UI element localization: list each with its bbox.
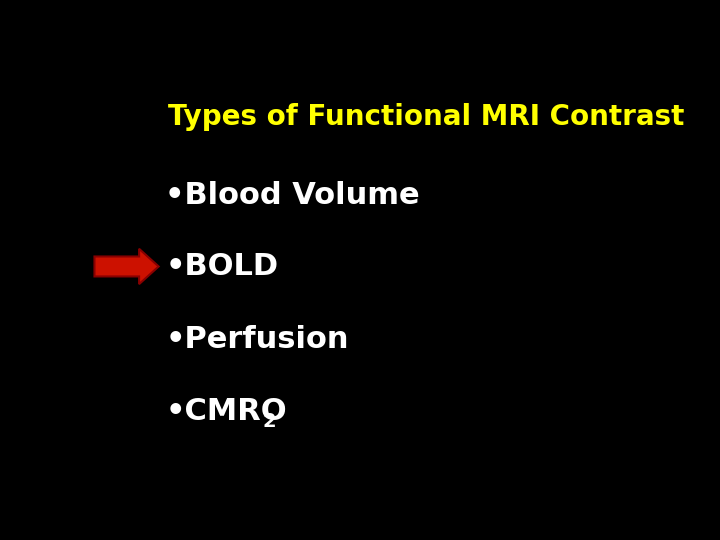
Polygon shape (94, 249, 158, 284)
Text: Types of Functional MRI Contrast: Types of Functional MRI Contrast (168, 103, 685, 131)
Text: 2: 2 (263, 411, 276, 430)
Text: •BOLD: •BOLD (166, 252, 279, 281)
Text: •CMRO: •CMRO (166, 397, 287, 427)
Text: •Perfusion: •Perfusion (166, 325, 348, 354)
Text: •Blood Volume: •Blood Volume (166, 181, 420, 210)
